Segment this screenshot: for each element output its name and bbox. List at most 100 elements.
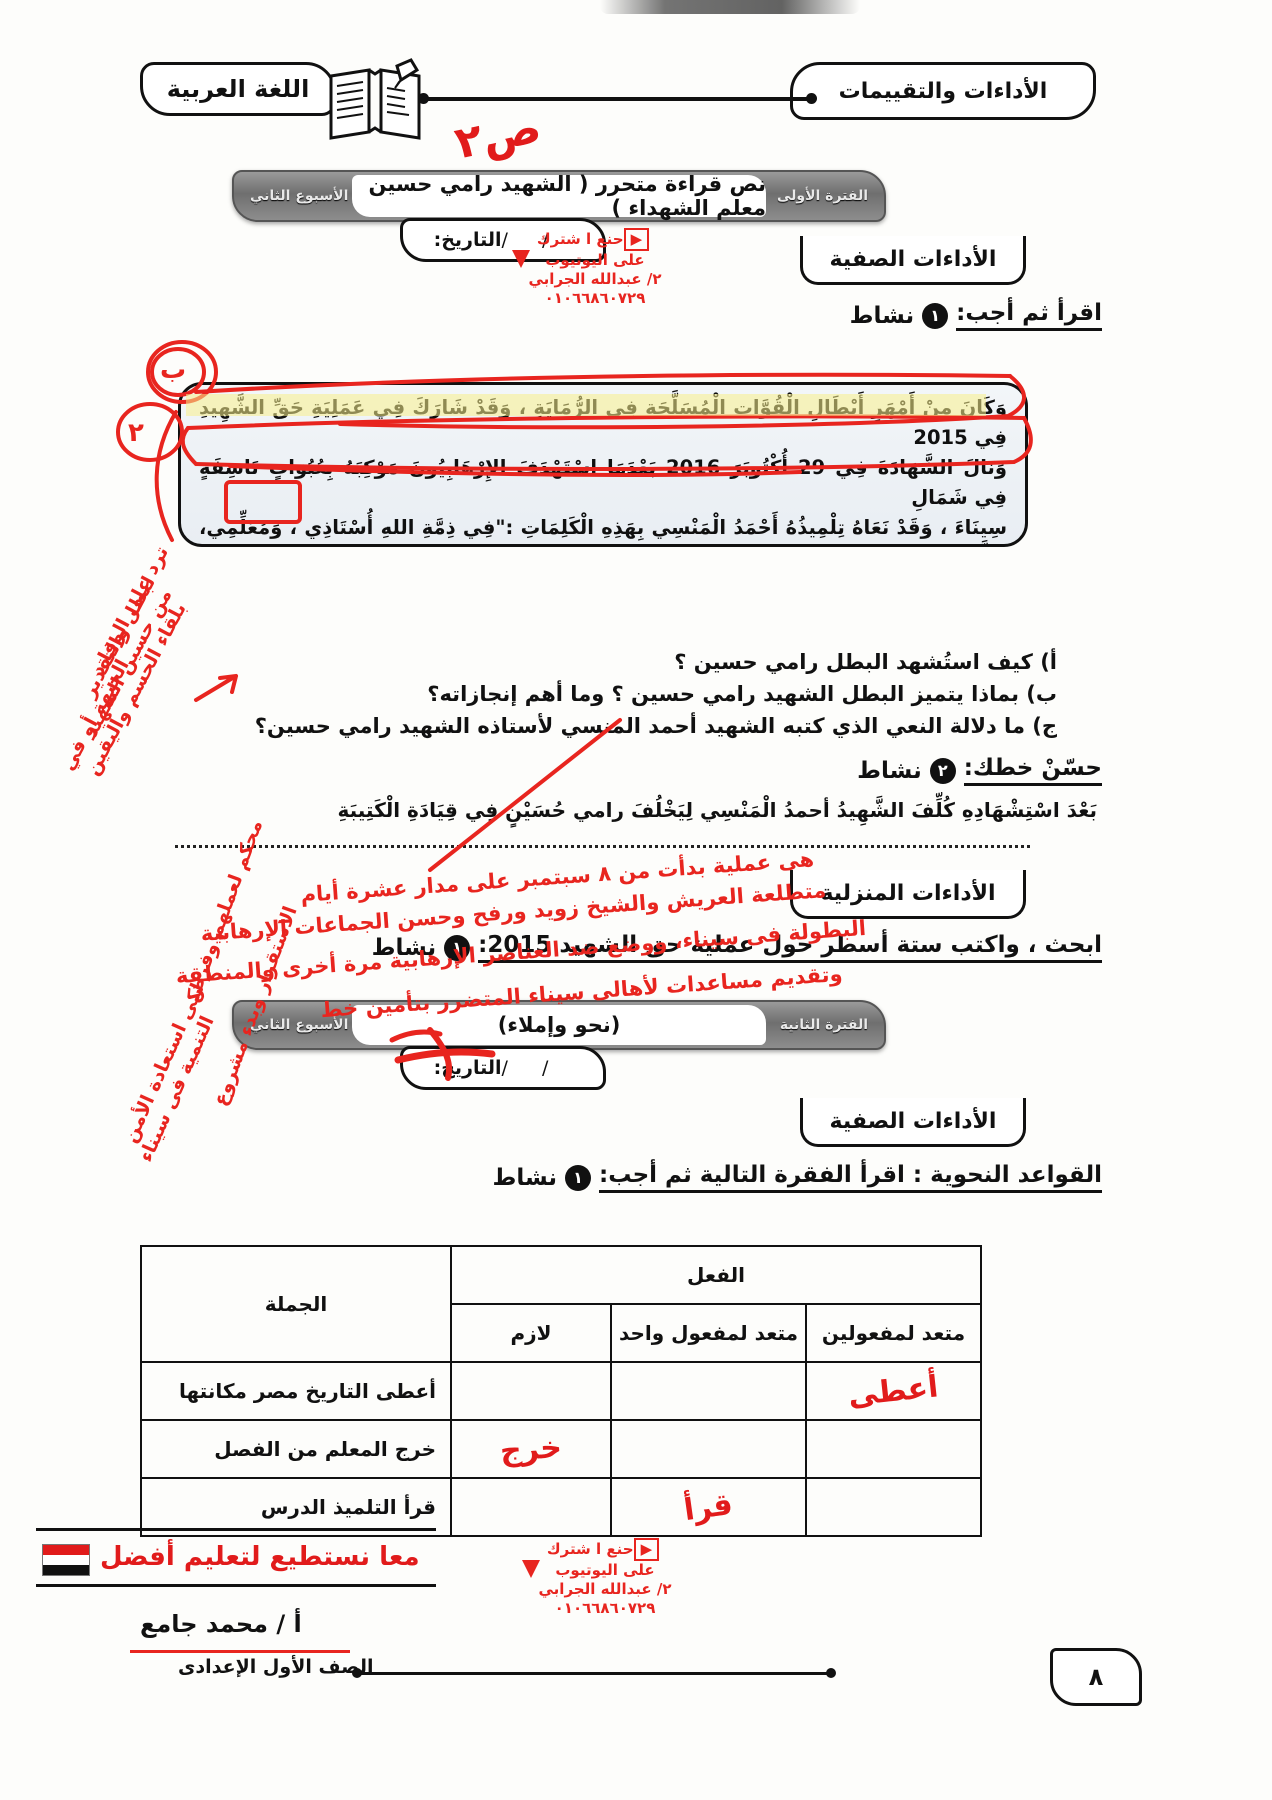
date-field-2[interactable]: / / التاريخ: bbox=[400, 1046, 606, 1090]
egypt-flag-icon bbox=[42, 1544, 90, 1576]
teacher-underline bbox=[130, 1650, 350, 1653]
footer-slogan: معا نستطيع لتعليم أفضل bbox=[100, 1542, 420, 1572]
activity-grammar-number: ١ bbox=[565, 1164, 592, 1191]
open-book-with-pen-icon bbox=[329, 58, 421, 140]
youtube-stamp-1: ▶حنع ا شترك على اليوتيوب ٢/ عبدالله الجر… bbox=[490, 228, 700, 308]
activity-1-label: نشاط bbox=[849, 302, 915, 329]
table-header-sentence: الجملة bbox=[140, 1245, 452, 1363]
cell-sentence-row2: خرج المعلم من الفصل bbox=[140, 1419, 452, 1479]
activity-home-number: ١ bbox=[444, 934, 471, 961]
red-page-mark-annotation: ص٢ bbox=[450, 101, 546, 170]
activity-1-number: ١ bbox=[922, 302, 949, 329]
activity-grammar-text: القواعد النحوية : اقرأ الفقرة التالية ثم… bbox=[599, 1162, 1102, 1193]
activity-1-class-2: القواعد النحوية : اقرأ الفقرة التالية ثم… bbox=[492, 1162, 1102, 1193]
table-header-row-1: الفعل الجملة bbox=[140, 1245, 982, 1363]
page-number-badge: ٨ bbox=[1050, 1648, 1142, 1706]
banner-week-1: الأسبوع الثاني bbox=[250, 188, 349, 204]
teacher-name: أ / محمد جامع bbox=[140, 1610, 302, 1638]
footer-rule-bottom bbox=[36, 1584, 436, 1587]
cell-sentence-row1: أعطى التاريخ مصر مكانتها bbox=[140, 1361, 452, 1421]
activity-2-title: حسّنْ خطك: bbox=[963, 755, 1102, 786]
lesson-banner-2: الفترة الثانية الأسبوع الثاني (نحو وإملا… bbox=[232, 1000, 886, 1050]
stamp2-line-3: ٢/ عبدالله الجرابي bbox=[538, 1580, 672, 1598]
table-row: أعطى أعطى التاريخ مصر مكانتها bbox=[140, 1361, 982, 1421]
stamp-box-1: ▶ bbox=[623, 228, 650, 251]
footer-connector-line bbox=[360, 1672, 830, 1675]
passage-line-1: وَكَانَ مِنْ أَمْهَرِ أَبْطَالِ الْقُوَّ… bbox=[199, 396, 1007, 449]
lesson-banner-1: الفترة الأولى الأسبوع الثاني نص قراءة مت… bbox=[232, 170, 886, 222]
cell-intransitive-row2[interactable]: خرج bbox=[450, 1419, 612, 1479]
passage-line-2: وَنَالَ الشَّهَادَةَ فِي 29 أُكْتُوبَرَ … bbox=[199, 456, 1007, 509]
date-label-1: التاريخ: bbox=[433, 229, 502, 251]
section-pill-class-1: الأداءات الصفية bbox=[800, 236, 1026, 285]
table-subheader-2-objects: متعد لمفعولين bbox=[805, 1303, 982, 1363]
question-c-arrow bbox=[194, 674, 238, 702]
cell-intransitive-row1[interactable] bbox=[450, 1361, 612, 1421]
footer-dot-left bbox=[352, 1668, 362, 1678]
activity-home-label: نشاط bbox=[371, 934, 437, 961]
cell-1-object-row1[interactable] bbox=[610, 1361, 807, 1421]
banner-period-1: الفترة الأولى bbox=[776, 188, 868, 204]
stamp-line-4: ٠١٠٦٦٨٦٠٧٢٩ bbox=[544, 289, 646, 307]
banner-title-1: نص قراءة متحرر ( الشهيد رامي حسين معلم ا… bbox=[368, 172, 766, 220]
cell-1-object-row2[interactable] bbox=[610, 1419, 807, 1479]
date-label-2: التاريخ: bbox=[433, 1057, 502, 1079]
annotation-circle-b: ب bbox=[160, 355, 187, 385]
cell-2-objects-row2[interactable] bbox=[805, 1419, 982, 1479]
footer-rule-top bbox=[36, 1528, 436, 1531]
cell-sentence-row3: قرأ التلميذ الدرس bbox=[140, 1477, 452, 1537]
date-value-2: / / bbox=[501, 1057, 563, 1079]
cell-2-objects-row1[interactable]: أعطى bbox=[805, 1361, 982, 1421]
table-subheader-intransitive: لازم bbox=[450, 1303, 612, 1363]
handwritten-answer-3: قرأ bbox=[682, 1486, 735, 1528]
handwritten-answer-1: أعطى bbox=[846, 1368, 941, 1414]
cell-2-objects-row3[interactable] bbox=[805, 1477, 982, 1537]
stamp-arrow-2 bbox=[522, 1560, 540, 1578]
passage-line-3: سِينَاءَ ، وَقَدْ نَعَاهُ تِلْمِيذُهُ أَ… bbox=[199, 516, 1007, 539]
subject-tag: اللغة العربية bbox=[140, 62, 336, 116]
activity-2-number: ٢ bbox=[929, 757, 956, 784]
banner-period-2: الفترة الثانية bbox=[779, 1017, 868, 1033]
date-field-1[interactable]: / / التاريخ: bbox=[400, 218, 606, 262]
youtube-stamp-2: ▶حنع ا شترك على اليوتيوب ٢/ عبدالله الجر… bbox=[500, 1538, 710, 1618]
header-dot-left bbox=[418, 93, 429, 104]
handwriting-practice-line[interactable] bbox=[175, 845, 1030, 848]
stamp-line-2: على اليوتيوب bbox=[545, 251, 645, 269]
activity-1-class-1: اقرأ ثم أجب: ١ نشاط bbox=[850, 300, 1102, 331]
question-c: ج) ما دلالة النعي الذي كتبه الشهيد أحمد … bbox=[254, 714, 1057, 738]
header-connector-line bbox=[425, 97, 815, 101]
stamp-line-3: ٢/ عبدالله الجرابي bbox=[528, 270, 662, 288]
scan-smudge bbox=[600, 0, 860, 14]
section-pill-class-2: الأداءات الصفية bbox=[800, 1098, 1026, 1147]
header-dot-right bbox=[806, 93, 817, 104]
passage-left-bracket bbox=[154, 410, 178, 542]
handwritten-answer-2: خرج bbox=[498, 1429, 564, 1469]
stamp2-line-4: ٠١٠٦٦٨٦٠٧٢٩ bbox=[554, 1599, 656, 1617]
handwriting-sentence: بَعْدَ اسْتِشْهَادِهِ كُلِّفَ الشَّهِيدُ… bbox=[337, 798, 1097, 822]
reading-passage-box: وَكَانَ مِنْ أَمْهَرِ أَبْطَالِ الْقُوَّ… bbox=[178, 382, 1028, 547]
banner-title-2: (نحو وإملاء) bbox=[497, 1013, 621, 1037]
stamp-line-1: حنع ا شترك bbox=[536, 230, 624, 248]
grammar-table: الفعل الجملة متعد لمفعولين متعد لمفعول و… bbox=[140, 1245, 982, 1537]
cell-intransitive-row3[interactable] bbox=[450, 1477, 612, 1537]
stamp2-box: ▶ bbox=[633, 1538, 660, 1561]
table-row: قرأ قرأ التلميذ الدرس bbox=[140, 1477, 982, 1537]
table-header-verb: الفعل bbox=[450, 1245, 982, 1305]
activity-2-label: نشاط bbox=[857, 757, 922, 784]
cell-1-object-row3[interactable]: قرأ bbox=[610, 1477, 807, 1537]
activity-home-text: ابحث ، واكتب ستة أسطر حول عملية حق الشهي… bbox=[478, 932, 1102, 963]
date-value-1: / / bbox=[501, 229, 563, 251]
activity-1-text: اقرأ ثم أجب: bbox=[956, 300, 1102, 331]
annotation-circle-2: ٢ bbox=[128, 418, 144, 448]
activity-1-home: ابحث ، واكتب ستة أسطر حول عملية حق الشهي… bbox=[372, 932, 1102, 963]
stamp2-line-2: على اليوتيوب bbox=[555, 1561, 655, 1579]
table-subheader-1-object: متعد لمفعول واحد bbox=[610, 1303, 807, 1363]
stamp2-line-1: حنع ا شترك bbox=[546, 1540, 634, 1558]
section-pill-home: الأداءات المنزلية bbox=[790, 870, 1026, 919]
evaluation-tag: الأداءات والتقييمات bbox=[790, 62, 1096, 120]
banner-week-2: الأسبوع الثاني bbox=[250, 1017, 349, 1033]
stamp-arrow-1 bbox=[512, 250, 530, 268]
question-a: أ) كيف استُشهد البطل رامي حسين ؟ bbox=[674, 650, 1057, 674]
activity-grammar-label: نشاط bbox=[492, 1164, 558, 1191]
